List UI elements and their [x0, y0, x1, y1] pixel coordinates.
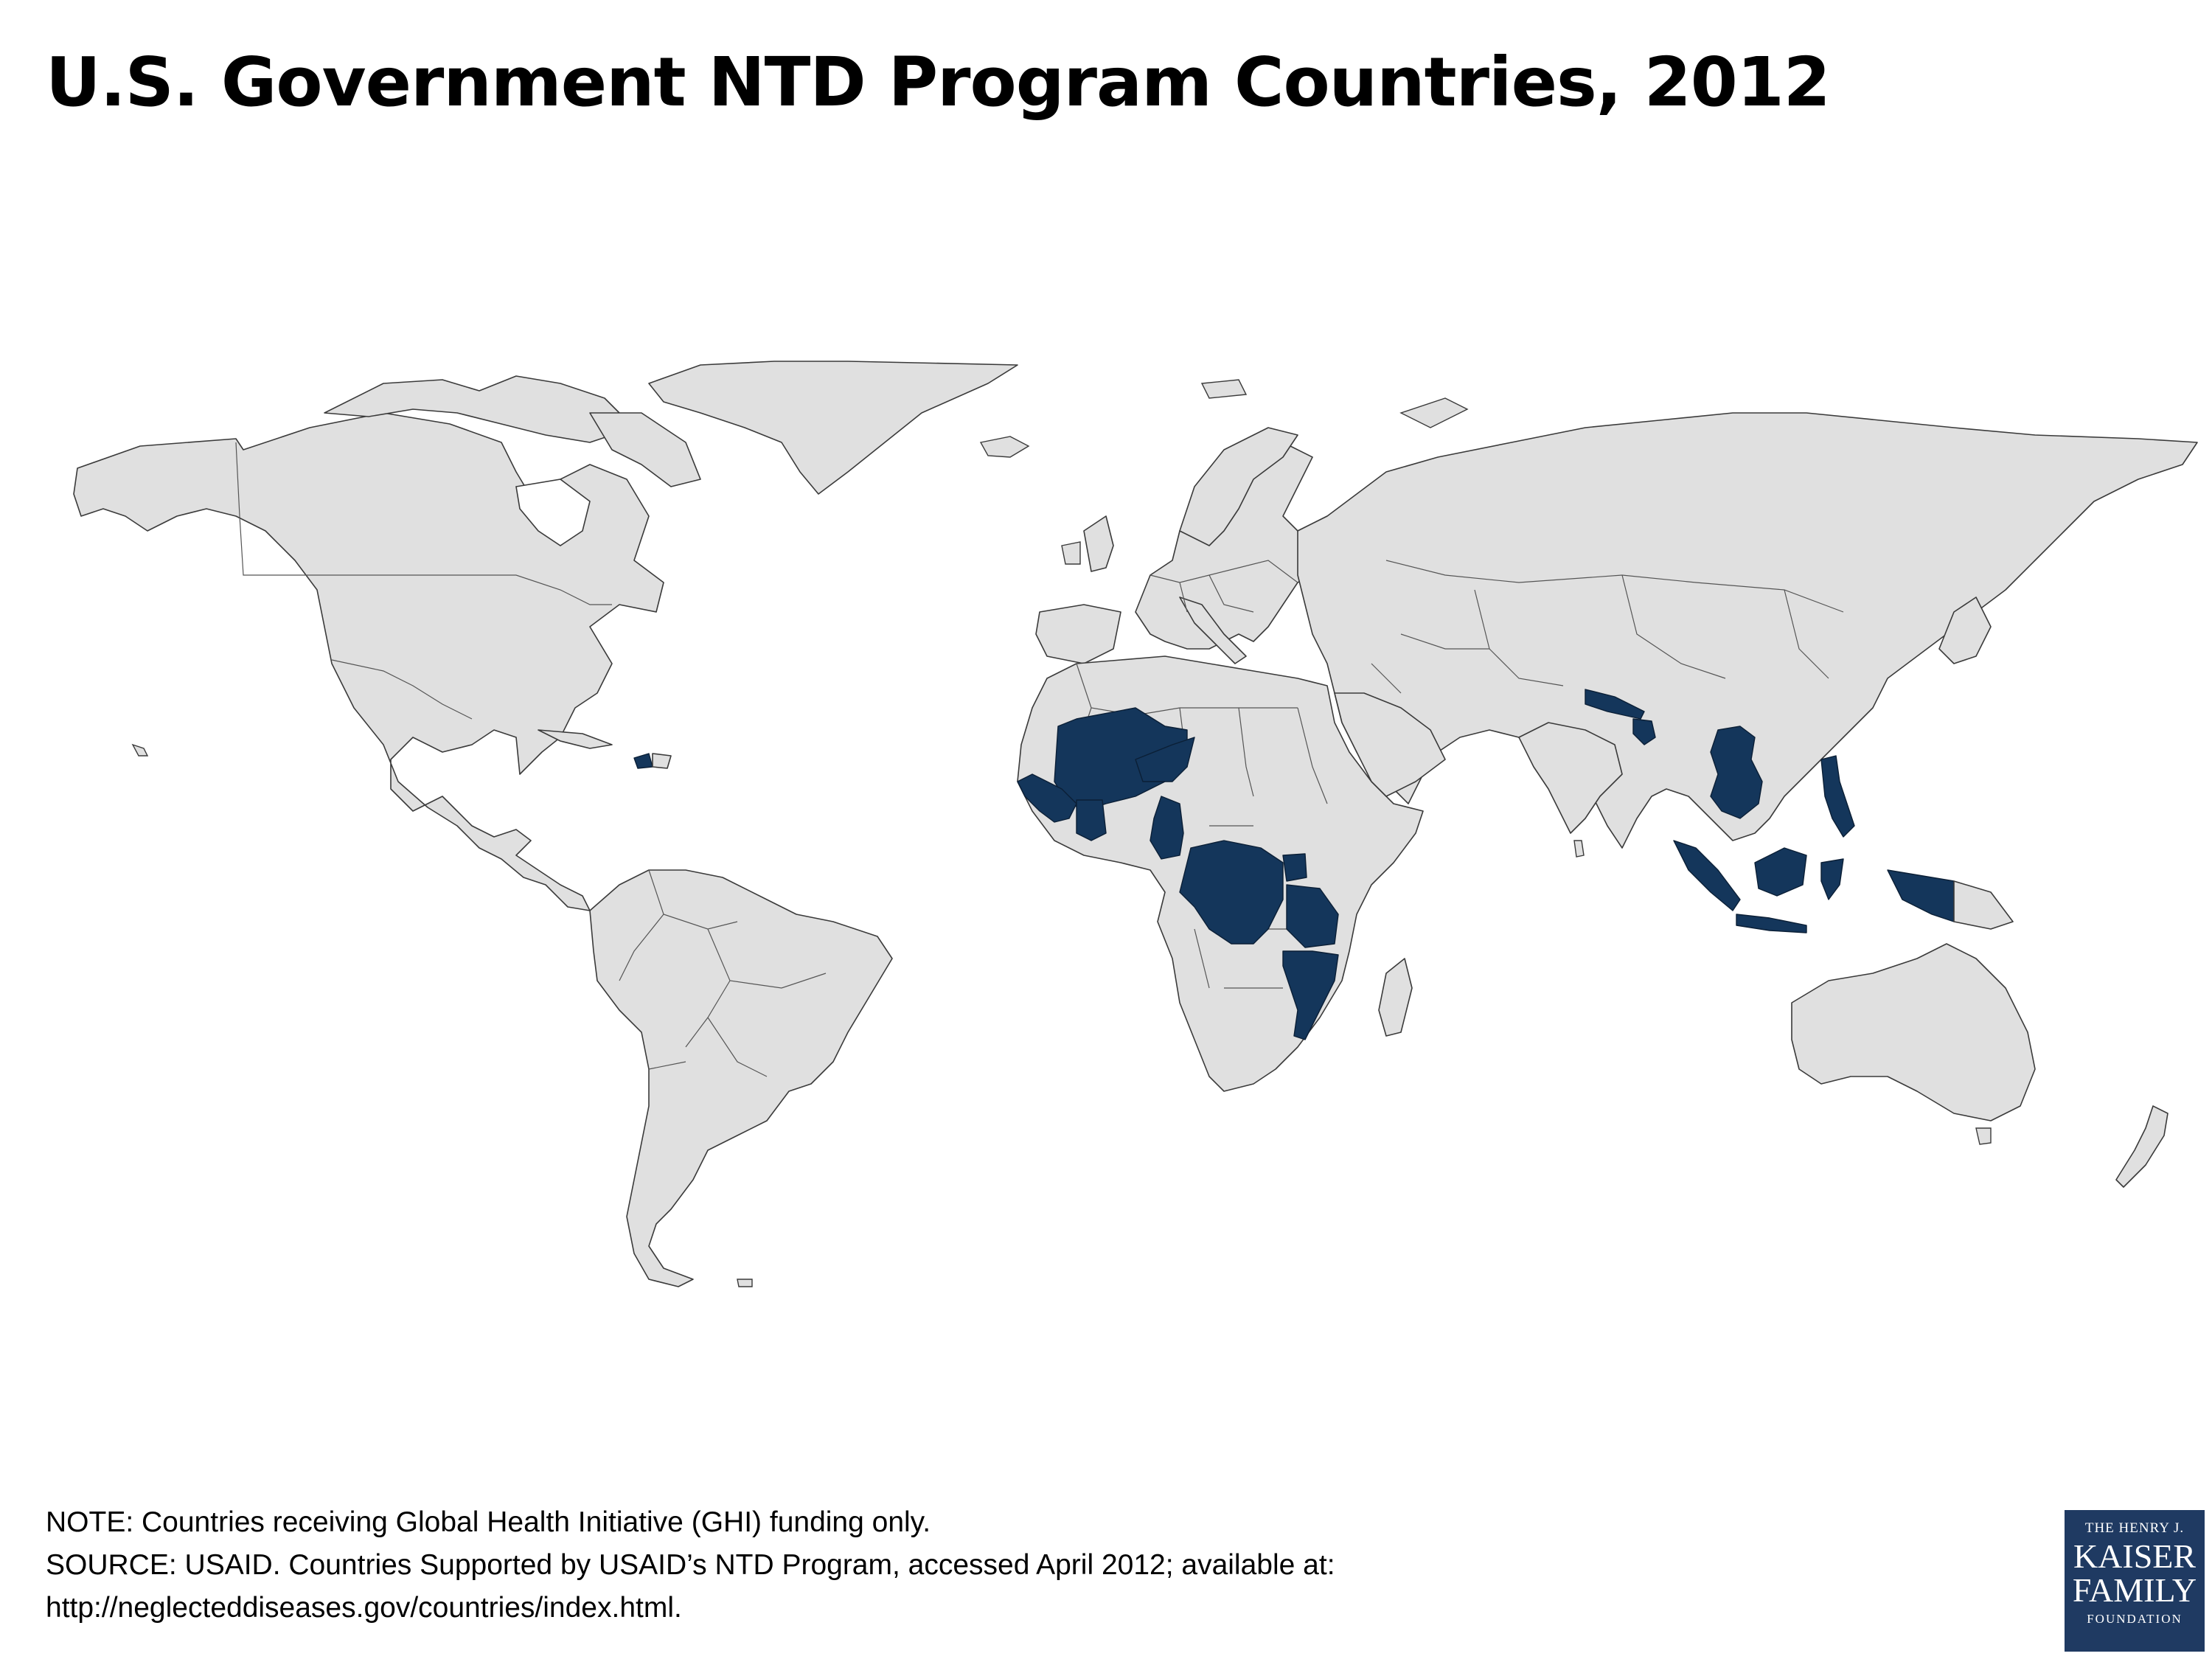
madagascar: [1378, 958, 1413, 1037]
falklands: [737, 1279, 753, 1287]
bangladesh: [1632, 718, 1656, 745]
alaska-border: [235, 442, 240, 517]
sulawesi: [1820, 858, 1844, 900]
hudson-bay: [515, 479, 591, 546]
north-america-landmass: [73, 412, 664, 911]
scandinavia: [1179, 427, 1298, 546]
malawi-mozambique: [1282, 950, 1339, 1040]
nepal: [1585, 689, 1645, 720]
ghana-togo: [1076, 799, 1107, 841]
greenland: [648, 361, 1018, 495]
british-isles: [1083, 515, 1114, 572]
south-america-borders: [619, 869, 827, 1077]
new-zealand: [2115, 1105, 2168, 1188]
source-url[interactable]: http://neglecteddiseases.gov/countries/i…: [46, 1592, 682, 1624]
papua: [1887, 869, 1955, 922]
logo-line-1: THE HENRY J.: [2084, 1520, 2185, 1536]
java: [1736, 914, 1807, 933]
papua-new-guinea: [1953, 880, 2014, 930]
sumatra: [1673, 840, 1741, 911]
south-america-landmass: [589, 869, 893, 1287]
europe-borders: [1150, 560, 1298, 613]
vietnam-laos-cambodia: [1710, 726, 1763, 819]
borneo: [1754, 847, 1807, 897]
novaya-zemlya: [1399, 397, 1469, 428]
asia-borders: [1371, 560, 1844, 694]
kff-logo: THE HENRY J. KAISER FAMILY FOUNDATION: [2065, 1510, 2205, 1652]
tanzania: [1286, 884, 1339, 948]
dr-congo: [1179, 840, 1284, 945]
iceland: [979, 436, 1030, 458]
page-title: U.S. Government NTD Program Countries, 2…: [46, 43, 1831, 122]
haiti: [633, 753, 653, 769]
iberia: [1035, 604, 1121, 664]
dominican-republic: [652, 753, 672, 769]
footnotes: NOTE: Countries receiving Global Health …: [46, 1501, 1335, 1630]
baffin-island: [589, 412, 701, 487]
sri-lanka: [1573, 840, 1585, 858]
hawaii: [131, 743, 149, 757]
svalbard: [1200, 379, 1248, 399]
logo-line-3: FAMILY: [2072, 1571, 2197, 1609]
cuba: [538, 729, 613, 749]
west-africa-coast: [1017, 773, 1077, 823]
ireland: [1061, 541, 1081, 565]
australia: [1791, 943, 2036, 1121]
tasmania: [1975, 1127, 1992, 1145]
source-text: SOURCE: USAID. Countries Supported by US…: [46, 1549, 1335, 1581]
us-mexico-border: [331, 659, 473, 720]
indian-subcontinent: [1518, 722, 1623, 834]
cameroon: [1150, 796, 1184, 860]
italy: [1179, 597, 1247, 664]
uganda: [1282, 853, 1307, 882]
niger-east: [1135, 737, 1195, 782]
note-text: NOTE: Countries receiving Global Health …: [46, 1506, 931, 1538]
us-canada-border: [239, 515, 612, 605]
logo-line-2: KAISER: [2073, 1537, 2197, 1575]
philippines: [1820, 755, 1855, 838]
logo-line-4: FOUNDATION: [2087, 1612, 2183, 1626]
arabian-peninsula: [1334, 692, 1446, 797]
japan: [1938, 597, 1992, 664]
